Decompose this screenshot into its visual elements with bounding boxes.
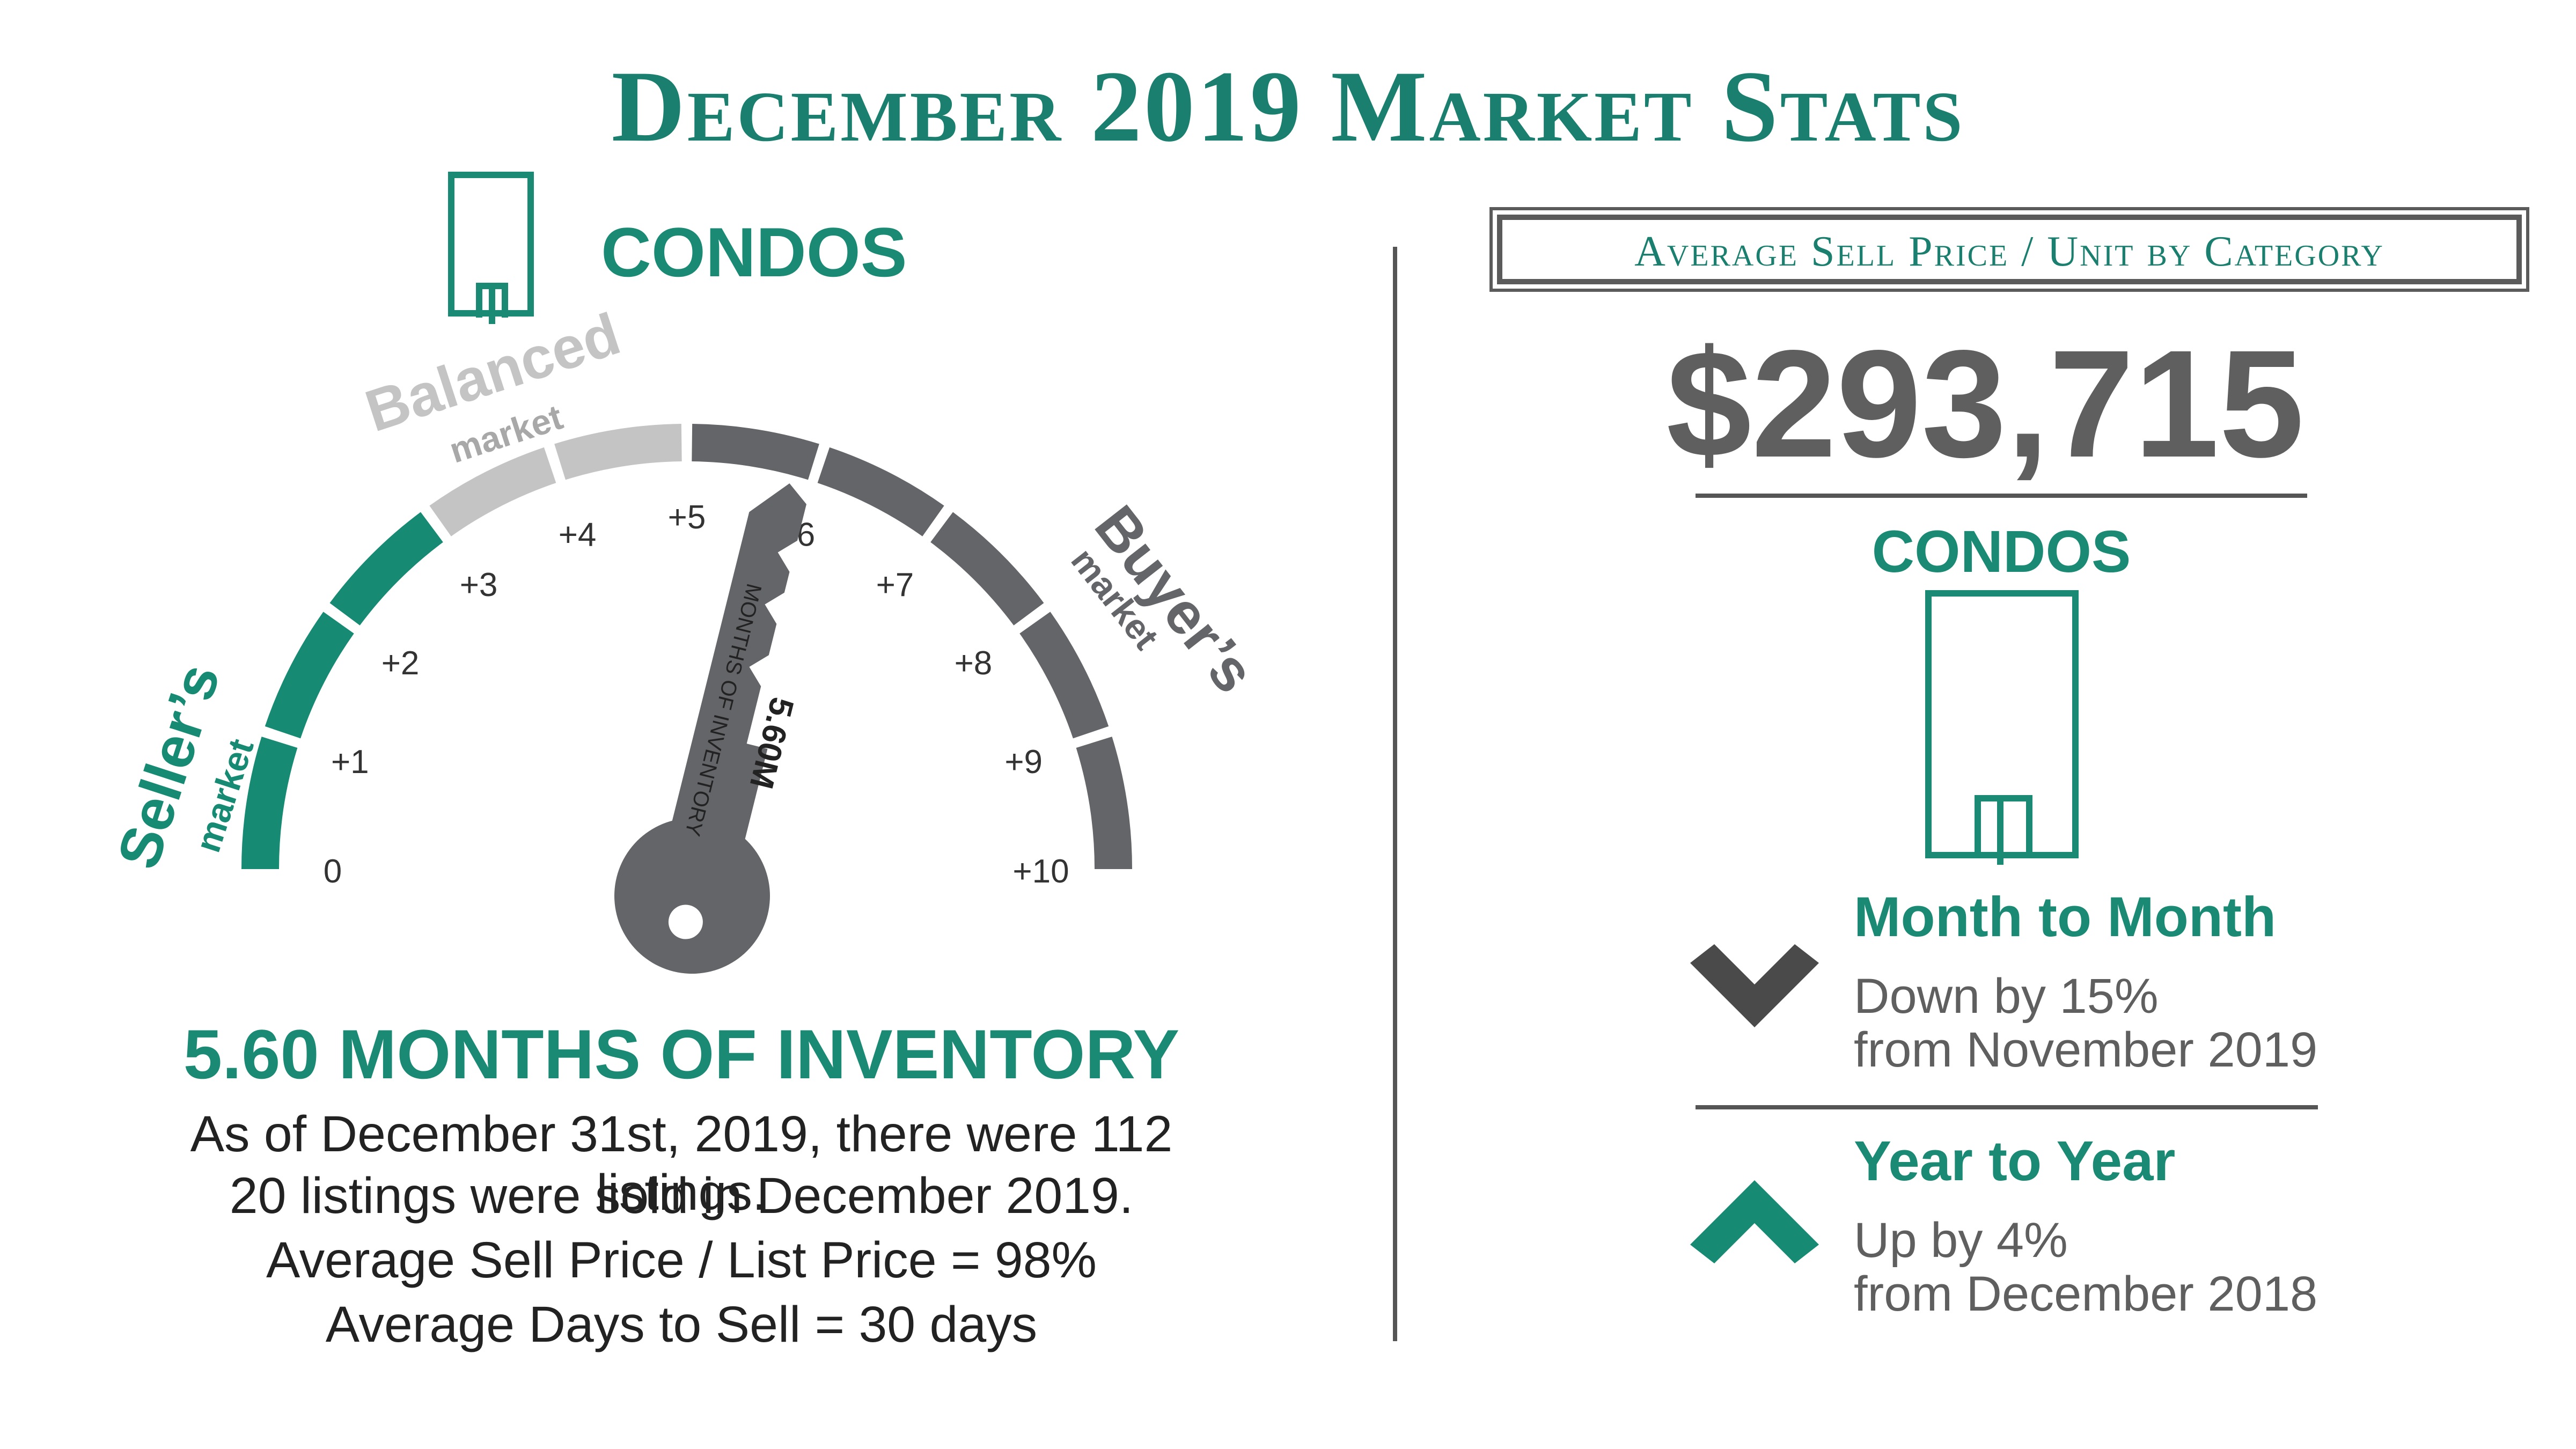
price-rule [1696, 494, 2307, 498]
gauge-segment [1019, 612, 1109, 739]
inventory-headline: 5.60 MONTHS OF INVENTORY [183, 1015, 1180, 1093]
month-to-month-title: Month to Month [1854, 886, 2277, 948]
year-to-year-period: from December 2018 [1854, 1267, 2318, 1321]
gauge-tick-label: 0 [324, 853, 342, 890]
inventory-gauge: 0+1+2+3+4+5+6+7+8+9+10 Seller’smarketBal… [105, 300, 1261, 974]
gauge-tick-label: +4 [559, 516, 597, 553]
stat-line-3: Average Sell Price / List Price = 98% [266, 1232, 1097, 1289]
gauge-tick-label: +3 [460, 567, 498, 604]
section-rule [1696, 1105, 2318, 1109]
gauge-tick-label: +10 [1012, 853, 1069, 890]
gauge-tick-label: +9 [1004, 744, 1043, 781]
month-to-month-change: Down by 15% [1854, 969, 2159, 1024]
door-icon [476, 283, 508, 324]
chevron-up-icon [1690, 1180, 1819, 1263]
stat-line-4: Average Days to Sell = 30 days [325, 1296, 1038, 1353]
gauge-segment [930, 512, 1044, 626]
stat-line-1: As of December 31st, 2019, there were 11… [190, 1106, 1173, 1221]
column-divider [1393, 247, 1397, 1341]
door-icon-large [1975, 795, 2032, 865]
gauge-segment [241, 737, 298, 869]
gauge-segment [692, 424, 819, 480]
gauge-tick-label: +2 [381, 645, 420, 682]
page-title: December 2019 Market Stats [611, 50, 1965, 163]
gauge-tick-label: +5 [668, 499, 706, 536]
chevron-down-icon [1690, 944, 1819, 1027]
month-to-month-period: from November 2019 [1854, 1023, 2318, 1077]
condos-label: CONDOS [601, 213, 907, 291]
gauge-segment [817, 447, 944, 536]
building-icon-large [1925, 590, 2079, 865]
stat-line-2: 20 listings were sold in December 2019. [229, 1167, 1134, 1224]
gauge-segment [265, 612, 354, 739]
building-icon [448, 172, 534, 324]
gauge-segment [429, 447, 556, 536]
average-price: $293,715 [1666, 319, 2305, 489]
gauge-segment [554, 424, 682, 480]
gauge-segment [1076, 737, 1132, 869]
year-to-year-title: Year to Year [1854, 1130, 2176, 1193]
gauge-tick-label: +8 [955, 645, 993, 682]
category-box: Average Sell Price / Unit by Category [1493, 210, 2526, 289]
category-box-label: Average Sell Price / Unit by Category [1634, 228, 2384, 275]
gauge-segment [329, 512, 443, 626]
gauge-tick-label: +1 [331, 744, 369, 781]
gauge-tick-label: +7 [876, 567, 914, 604]
year-to-year-change: Up by 4% [1854, 1213, 2068, 1268]
right-condos-label: CONDOS [1872, 519, 2131, 585]
